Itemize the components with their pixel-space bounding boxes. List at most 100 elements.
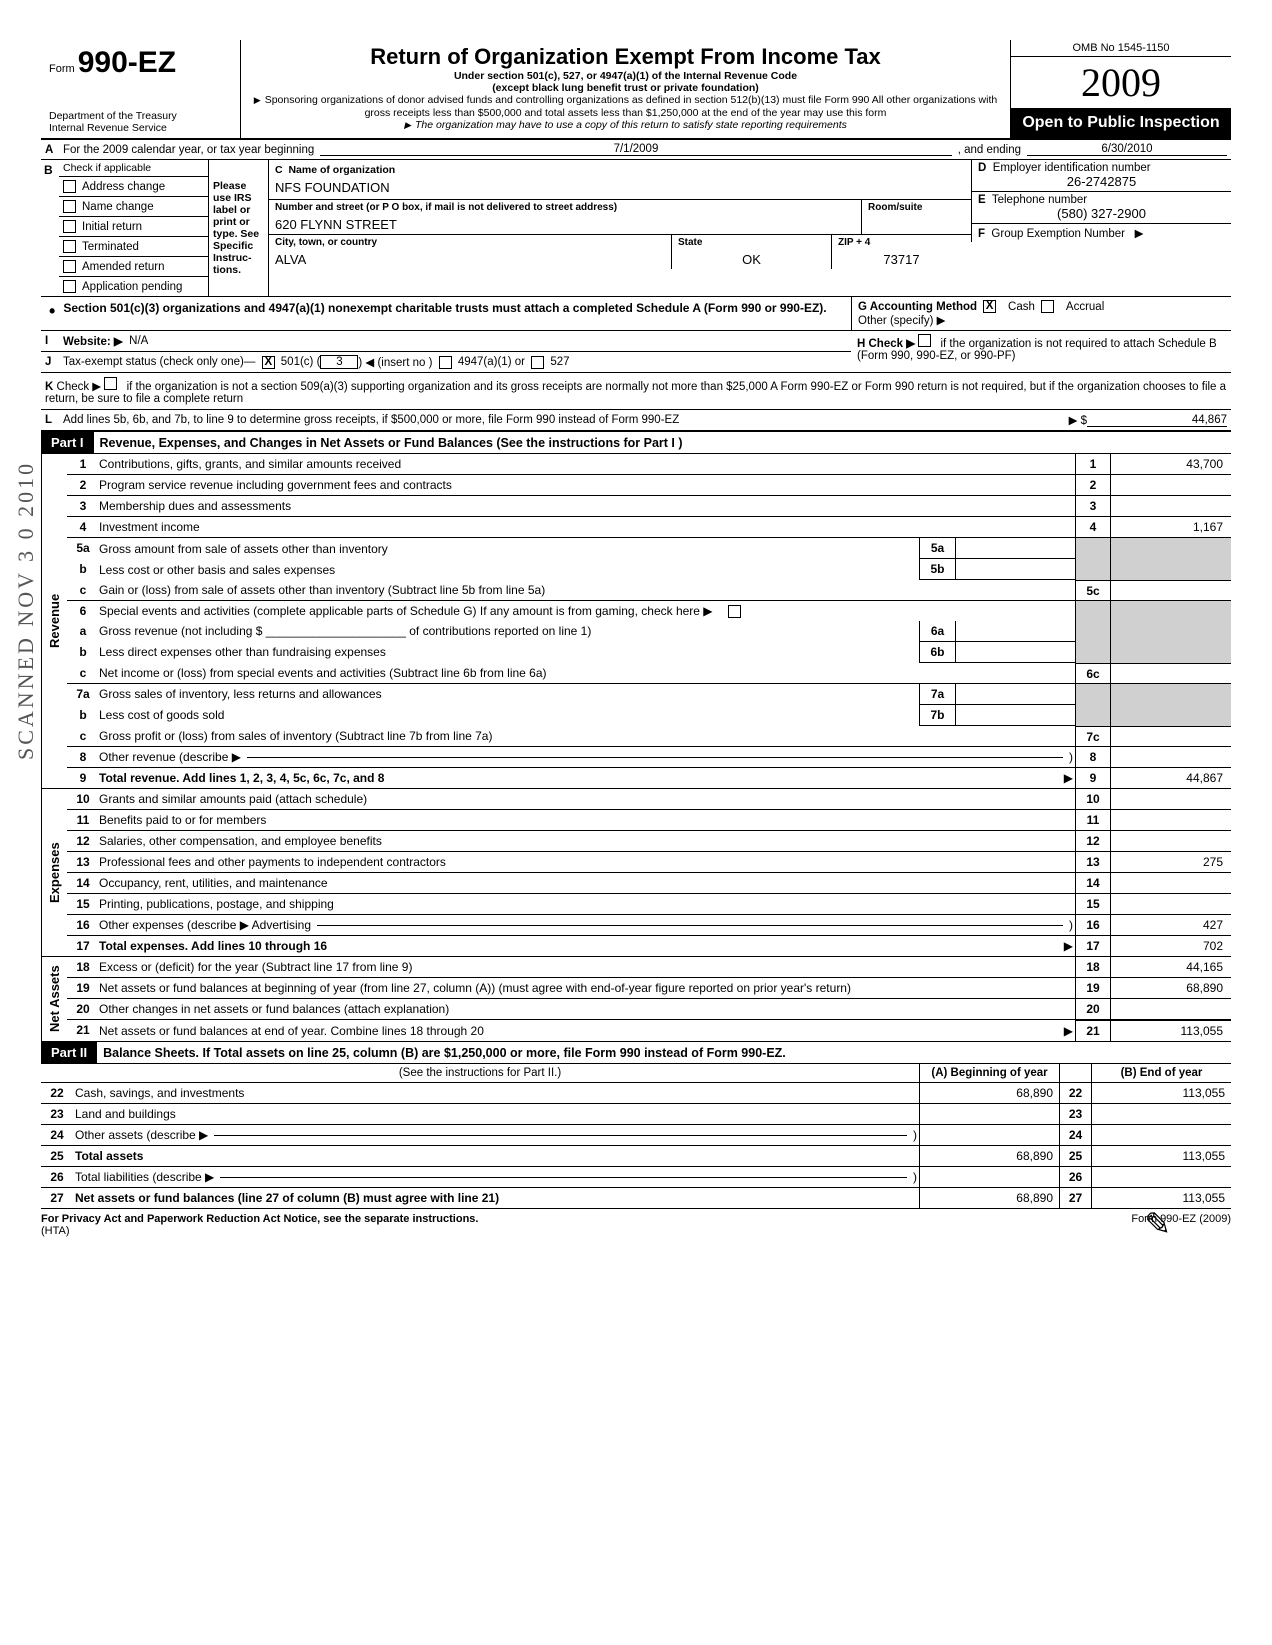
- chk-k[interactable]: [104, 377, 117, 390]
- form-990ez: SCANNED NOV 3 0 2010 Form 990-EZ Departm…: [41, 40, 1231, 1241]
- label-f: F: [978, 228, 985, 240]
- revenue-vert: Revenue: [41, 454, 67, 788]
- f-lbl: Group Exemption Number: [991, 228, 1125, 240]
- see-instr: (See the instructions for Part II.): [41, 1064, 919, 1082]
- checkbox-icon: [63, 240, 76, 253]
- part1-title: Revenue, Expenses, and Changes in Net As…: [100, 436, 683, 450]
- phone: (580) 327-2900: [978, 206, 1225, 221]
- dept-block: Department of the Treasury Internal Reve…: [49, 111, 232, 134]
- header-mid: Return of Organization Exempt From Incom…: [241, 40, 1011, 138]
- chk-pending[interactable]: Application pending: [59, 277, 208, 296]
- name-block: C Name of organization NFS FOUNDATION Nu…: [269, 160, 971, 296]
- line-10: 10 Grants and similar amounts paid (atta…: [67, 789, 1231, 810]
- chk-501c[interactable]: [262, 356, 275, 369]
- part2-badge: Part II: [41, 1042, 97, 1063]
- expenses-lines: 10 Grants and similar amounts paid (atta…: [67, 789, 1231, 956]
- footer-left: For Privacy Act and Paperwork Reduction …: [41, 1213, 478, 1225]
- label-c: C: [275, 164, 283, 176]
- chk-4947[interactable]: [439, 356, 452, 369]
- room-lbl: Room/suite: [862, 200, 971, 215]
- note2: The organization may have to use a copy …: [251, 119, 1000, 132]
- row-501c3-gh: • Section 501(c)(3) organizations and 49…: [41, 297, 1231, 331]
- street-lbl: Number and street (or P O box, if mail i…: [269, 200, 861, 215]
- tax-year: 2009: [1011, 57, 1231, 108]
- a-end: 6/30/2010: [1027, 143, 1227, 156]
- open-inspection: Open to Public Inspection: [1011, 108, 1231, 138]
- right-col-def: D Employer identification number 26-2742…: [971, 160, 1231, 296]
- bal-row-27: 27 Net assets or fund balances (line 27 …: [41, 1188, 1231, 1208]
- revenue-lines: 1 Contributions, gifts, grants, and simi…: [67, 454, 1231, 788]
- checkbox-icon: [63, 200, 76, 213]
- checkbox-icon: [63, 280, 76, 293]
- block-b: B Check if applicable Address change Nam…: [41, 160, 1231, 297]
- line-20: 20 Other changes in net assets or fund b…: [67, 999, 1231, 1020]
- chk-h[interactable]: [918, 334, 931, 347]
- label-a: A: [45, 144, 63, 156]
- line-13: 13 Professional fees and other payments …: [67, 852, 1231, 873]
- part1-badge: Part I: [41, 432, 94, 453]
- line-11: 11 Benefits paid to or for members 11: [67, 810, 1231, 831]
- header-row: Form 990-EZ Department of the Treasury I…: [41, 40, 1231, 140]
- header-left: Form 990-EZ Department of the Treasury I…: [41, 40, 241, 138]
- signature-scribble: ✎: [1144, 1205, 1171, 1243]
- zip: 73717: [832, 250, 971, 269]
- rows-hij: I Website: ▶ N/A J Tax-exempt status (ch…: [41, 331, 1231, 373]
- a-text: For the 2009 calendar year, or tax year …: [63, 144, 314, 156]
- bal-row-22: 22 Cash, savings, and investments 68,890…: [41, 1083, 1231, 1104]
- colA: (A) Beginning of year: [919, 1064, 1059, 1082]
- h-lbl: H Check ▶: [857, 338, 915, 350]
- line-12: 12 Salaries, other compensation, and emp…: [67, 831, 1231, 852]
- balance-header: (See the instructions for Part II.) (A) …: [41, 1064, 1231, 1083]
- 501c-no: 3: [320, 355, 358, 369]
- expenses-section: Expenses 10 Grants and similar amounts p…: [41, 789, 1231, 957]
- header-right: OMB No 1545-1150 2009 Open to Public Ins…: [1011, 40, 1231, 138]
- row-k: K Check ▶ if the organization is not a s…: [41, 373, 1231, 410]
- checkbox-icon: [63, 180, 76, 193]
- k-txt: if the organization is not a section 509…: [45, 381, 1226, 405]
- subtitle1: Under section 501(c), 527, or 4947(a)(1)…: [251, 70, 1000, 82]
- part2-header: Part II Balance Sheets. If Total assets …: [41, 1041, 1231, 1064]
- zip-lbl: ZIP + 4: [832, 235, 971, 250]
- chk-amended[interactable]: Amended return: [59, 257, 208, 277]
- l-arrow: ▶ $: [1069, 413, 1087, 427]
- line-2: 2 Program service revenue including gove…: [67, 475, 1231, 496]
- city-lbl: City, town, or country: [269, 235, 671, 250]
- row-l: L Add lines 5b, 6b, and 7b, to line 9 to…: [41, 410, 1231, 431]
- chk-527[interactable]: [531, 356, 544, 369]
- checkbox-icon: [63, 220, 76, 233]
- label-i: I: [45, 335, 63, 347]
- l-amt: 44,867: [1087, 414, 1227, 427]
- dept2: Internal Revenue Service: [49, 123, 232, 135]
- 501-text: Section 501(c)(3) organizations and 4947…: [63, 301, 826, 315]
- scanned-stamp: SCANNED NOV 3 0 2010: [13, 461, 39, 760]
- omb-no: OMB No 1545-1150: [1011, 40, 1231, 57]
- label-e: E: [978, 194, 986, 206]
- bal-row-25: 25 Total assets 68,890 25 113,055: [41, 1146, 1231, 1167]
- chk-terminated[interactable]: Terminated: [59, 237, 208, 257]
- note1: Sponsoring organizations of donor advise…: [251, 94, 1000, 119]
- chk-name[interactable]: Name change: [59, 197, 208, 217]
- chk-address[interactable]: Address change: [59, 177, 208, 197]
- chk-gaming[interactable]: [728, 605, 741, 618]
- netassets-vert: Net Assets: [41, 957, 67, 1041]
- balance-rows: 22 Cash, savings, and investments 68,890…: [41, 1083, 1231, 1208]
- line-15: 15 Printing, publications, postage, and …: [67, 894, 1231, 915]
- part1-header: Part I Revenue, Expenses, and Changes in…: [41, 431, 1231, 454]
- g-lbl: G Accounting Method: [858, 301, 977, 313]
- netassets-section: Net Assets 18 Excess or (deficit) for th…: [41, 957, 1231, 1041]
- row-a: A For the 2009 calendar year, or tax yea…: [41, 140, 1231, 160]
- colB: (B) End of year: [1091, 1064, 1231, 1082]
- city: ALVA: [269, 250, 671, 269]
- label-d: D: [978, 162, 986, 174]
- netassets-lines: 18 Excess or (deficit) for the year (Sub…: [67, 957, 1231, 1041]
- chk-cash[interactable]: [983, 300, 996, 313]
- subtitle2: (except black lung benefit trust or priv…: [251, 82, 1000, 94]
- e-lbl: Telephone number: [992, 194, 1087, 206]
- chk-accrual[interactable]: [1041, 300, 1054, 313]
- bal-row-26: 26 Total liabilities (describe ▶) 26: [41, 1167, 1231, 1188]
- chk-initial[interactable]: Initial return: [59, 217, 208, 237]
- a-begin: 7/1/2009: [320, 143, 951, 156]
- form-title: Return of Organization Exempt From Incom…: [251, 44, 1000, 70]
- street: 620 FLYNN STREET: [269, 215, 861, 234]
- b-checkboxes: Check if applicable Address change Name …: [59, 160, 209, 296]
